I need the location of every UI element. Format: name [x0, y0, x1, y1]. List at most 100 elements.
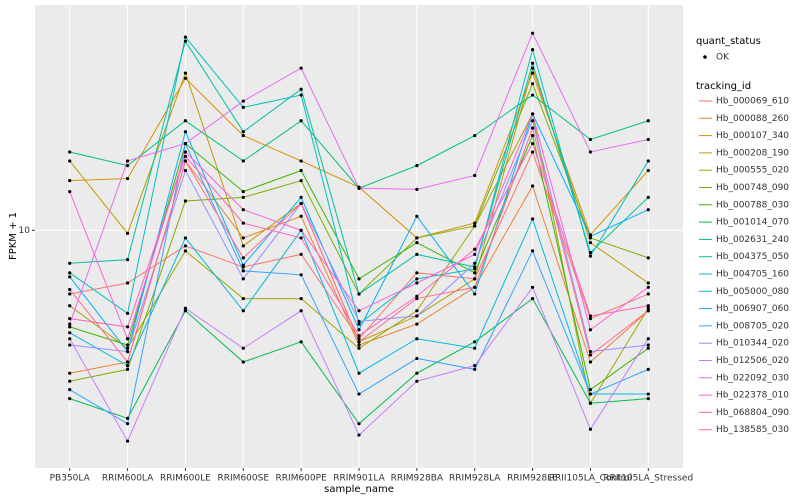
data-point: [415, 281, 419, 285]
y-tick-label: 10: [19, 226, 31, 236]
data-point: [241, 256, 245, 260]
data-point: [125, 343, 130, 347]
data-point: [125, 416, 130, 420]
data-point: [299, 252, 303, 256]
data-point: [646, 343, 650, 347]
data-point: [415, 314, 419, 318]
data-point: [357, 322, 361, 326]
data-point: [183, 76, 188, 80]
data-point: [588, 353, 593, 357]
data-point: [473, 271, 477, 275]
data-point: [357, 277, 361, 281]
legend-label: Hb_138585_030: [716, 425, 789, 435]
data-point: [125, 176, 130, 181]
data-point: [415, 214, 419, 218]
data-point: [473, 267, 477, 271]
data-point: [530, 31, 535, 35]
data-point: [241, 277, 245, 281]
data-point: [241, 105, 245, 109]
data-point: [241, 195, 245, 199]
data-point: [299, 179, 303, 183]
data-point: [357, 319, 361, 323]
data-point: [646, 137, 650, 142]
data-point: [357, 422, 361, 426]
data-point: [183, 71, 188, 75]
data-point: [183, 35, 188, 39]
data-point: [125, 311, 130, 315]
data-point: [68, 343, 72, 347]
data-point: [68, 388, 72, 392]
data-point: [530, 249, 535, 253]
x-tick-label: RRIM928LE: [507, 474, 558, 484]
data-point: [68, 190, 72, 194]
data-point: [68, 271, 72, 275]
data-point: [530, 61, 535, 65]
data-point: [646, 159, 650, 163]
data-point: [125, 360, 130, 364]
data-point: [473, 340, 477, 344]
data-point: [68, 261, 72, 265]
data-point: [183, 119, 188, 123]
data-point: [530, 93, 535, 97]
data-point: [530, 285, 535, 289]
data-point: [415, 356, 419, 361]
x-axis-title: sample_name: [324, 484, 394, 495]
data-point: [646, 256, 650, 260]
legend-label: Hb_010344_020: [716, 339, 789, 349]
data-point: [125, 281, 130, 285]
legend-label: Hb_005000_080: [716, 287, 789, 297]
data-point: [530, 217, 535, 221]
data-point: [357, 292, 361, 296]
data-point: [473, 261, 477, 265]
data-point: [530, 48, 535, 52]
data-point: [299, 93, 303, 97]
data-point: [357, 346, 361, 350]
data-point: [183, 141, 188, 146]
data-point: [241, 269, 245, 273]
data-point: [299, 168, 303, 173]
x-tick-label: RRIM928BA: [391, 474, 444, 484]
data-point: [473, 346, 477, 350]
data-point: [68, 287, 72, 292]
data-point: [299, 340, 303, 344]
data-point: [241, 309, 245, 313]
data-point: [241, 133, 245, 138]
data-point: [241, 190, 245, 194]
legend-label: Hb_022378_010: [716, 391, 789, 401]
data-point: [473, 173, 477, 178]
legend-label: Hb_000208_190: [716, 148, 789, 158]
data-point: [183, 159, 188, 163]
data-point: [415, 164, 419, 168]
data-point: [241, 130, 245, 134]
legend-label: Hb_000748_090: [716, 183, 789, 193]
data-point: [183, 168, 188, 173]
point-legend-key: [703, 55, 707, 59]
legend-title: tracking_id: [696, 81, 751, 92]
data-point: [357, 328, 361, 332]
point-legend-label: OK: [716, 53, 730, 63]
data-point: [241, 296, 245, 301]
data-point: [357, 371, 361, 375]
data-point: [415, 337, 419, 341]
data-point: [68, 159, 72, 163]
data-point: [68, 396, 72, 401]
data-point: [183, 154, 188, 158]
y-axis-title: FPKM + 1: [8, 212, 19, 260]
x-tick-label: PB350LA: [50, 474, 91, 484]
data-point: [588, 150, 593, 154]
data-point: [183, 306, 188, 310]
data-point: [125, 231, 130, 235]
data-point: [125, 164, 130, 168]
legend-label: Hb_004375_050: [716, 252, 789, 262]
data-point: [357, 337, 361, 341]
data-point: [357, 392, 361, 396]
legend-label: Hb_001014_070: [716, 218, 789, 228]
data-point: [588, 349, 593, 354]
data-point: [646, 396, 650, 401]
data-point: [588, 314, 593, 318]
data-point: [646, 292, 650, 296]
data-point: [530, 112, 535, 116]
data-point: [415, 187, 419, 191]
data-point: [357, 309, 361, 313]
